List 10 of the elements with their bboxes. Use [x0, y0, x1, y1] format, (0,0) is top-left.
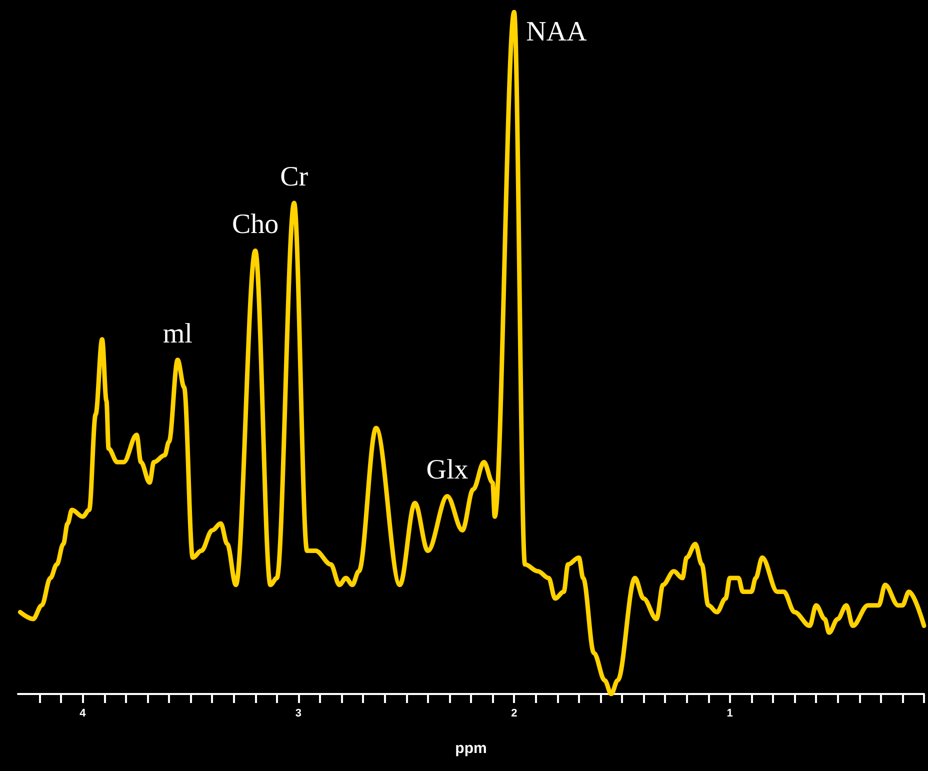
- x-tick-label: 3: [295, 708, 302, 720]
- x-tick-label: 2: [511, 708, 518, 720]
- annotation: ml: [162, 318, 193, 350]
- x-tick-label: 1: [726, 708, 733, 720]
- x-axis-title: ppm: [455, 740, 487, 757]
- x-tick-label: 4: [80, 708, 87, 720]
- annotation: Cr: [280, 161, 309, 192]
- annotation: Glx: [426, 454, 468, 486]
- annotation: Cho: [232, 209, 279, 240]
- annotation: NAA: [526, 16, 588, 48]
